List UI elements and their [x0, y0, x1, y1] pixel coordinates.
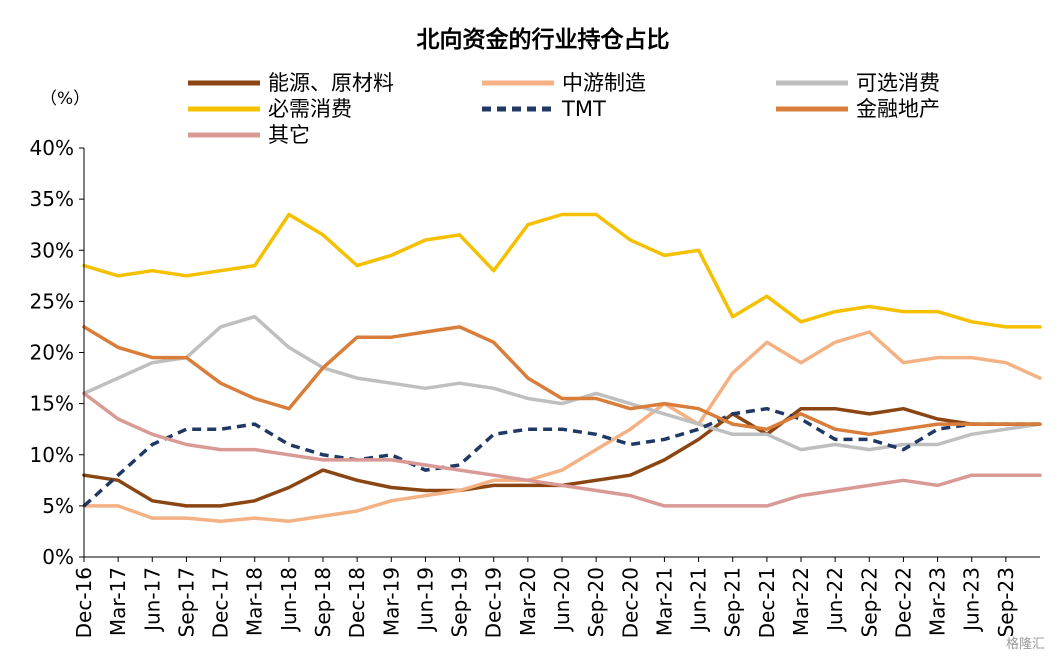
x-tick-label: Jun-22 — [823, 567, 847, 633]
x-tick-label: Jun-17 — [140, 567, 164, 633]
unit-label: （%） — [40, 89, 90, 109]
x-tick-label: Mar-23 — [926, 567, 950, 636]
y-tick-label: 10% — [30, 443, 74, 467]
x-tick-label: Dec-16 — [72, 567, 96, 638]
series-line-5 — [82, 406, 1040, 508]
y-tick-label: 0% — [42, 545, 74, 569]
x-tick-label: Dec-22 — [891, 567, 915, 638]
x-tick-label: Jun-20 — [550, 567, 574, 633]
x-tick-label: Sep-20 — [584, 567, 608, 637]
y-tick-label: 15% — [30, 392, 74, 416]
x-tick-label: Dec-18 — [345, 567, 369, 638]
x-tick-label: Mar-20 — [516, 567, 540, 636]
x-tick-label: Sep-22 — [857, 567, 881, 637]
y-tick-label: 5% — [42, 494, 74, 518]
x-tick-label: Mar-17 — [106, 567, 130, 636]
series-line-2 — [82, 330, 1042, 523]
x-tick-label: Jun-23 — [960, 567, 984, 633]
chart-title: 北向资金的行业持仓占比 — [417, 26, 670, 53]
y-tick-label: 30% — [30, 238, 74, 262]
x-tick-label: Mar-21 — [652, 567, 676, 636]
series-line-6 — [82, 325, 1042, 437]
x-tick-label: Sep-18 — [311, 567, 335, 637]
x-tick-label: Sep-17 — [174, 567, 198, 637]
x-tick-label: Jun-19 — [413, 567, 437, 633]
x-tick-label: Mar-18 — [243, 567, 267, 636]
x-tick-label: Dec-19 — [482, 567, 506, 638]
series-line-7 — [82, 391, 1042, 508]
legend-label: 可选消费 — [856, 71, 940, 95]
x-tick-label: Sep-19 — [448, 567, 472, 637]
legend-label: 金融地产 — [856, 97, 940, 121]
x-tick-label: Jun-21 — [687, 567, 711, 633]
x-tick-label: Dec-20 — [618, 567, 642, 638]
y-tick-label: 25% — [30, 289, 74, 313]
watermark: 格隆汇 — [1006, 636, 1045, 652]
plot-area — [82, 212, 1042, 523]
x-tick-label: Dec-17 — [209, 567, 233, 638]
legend-label: 中游制造 — [562, 71, 646, 95]
x-tick-label: Dec-21 — [755, 567, 779, 638]
legend-label: 其它 — [268, 123, 310, 147]
x-tick-label: Sep-21 — [721, 567, 745, 637]
x-tick-label: Sep-23 — [994, 567, 1018, 637]
x-tick-label: Mar-19 — [379, 567, 403, 636]
x-tick-label: Jun-18 — [277, 567, 301, 633]
axes: 0% 5% 10% 15% 20% 25% 30% 35% 40% Dec-16 Mar-17 Jun… — [30, 136, 1040, 638]
x-tick-label: Mar-22 — [789, 567, 813, 636]
legend-label: TMT — [561, 97, 606, 121]
legend-label: 能源、原材料 — [268, 71, 394, 95]
legend-label: 必需消费 — [268, 97, 352, 121]
y-tick-label: 40% — [30, 136, 74, 160]
series-line-4 — [82, 212, 1042, 329]
series-line-3 — [82, 314, 1042, 452]
y-tick-label: 20% — [30, 341, 74, 365]
series-line-1 — [82, 406, 1042, 508]
y-tick-label: 35% — [30, 187, 74, 211]
